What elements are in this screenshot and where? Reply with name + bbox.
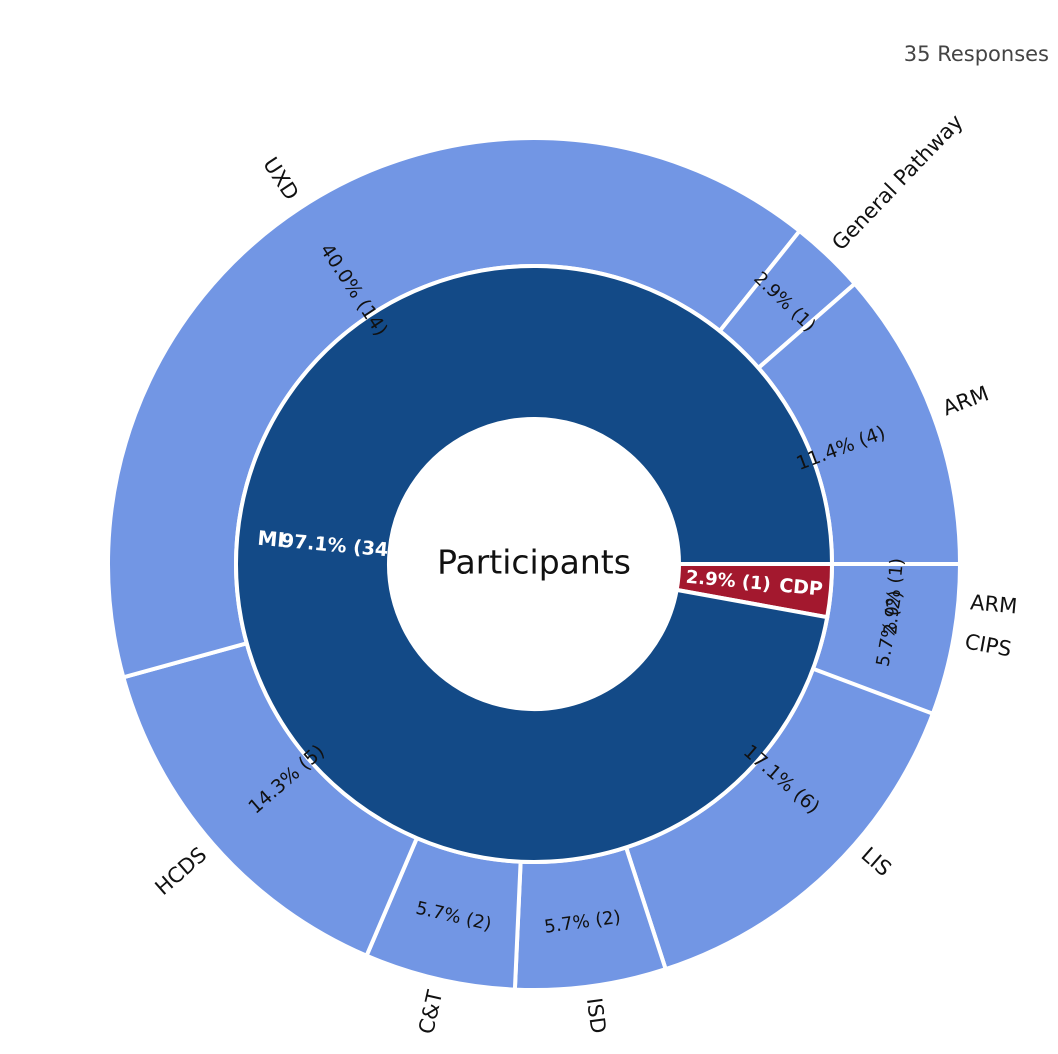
outer-mi-c-t-name-label: C&T	[414, 988, 447, 1036]
center-label: Participants	[437, 543, 631, 582]
inner-mi-slice[interactable]	[234, 264, 835, 864]
outer-mi-hcds-name-label: HCDS	[150, 842, 211, 900]
outer-ring	[106, 136, 963, 992]
outer-mi-lis-name-label: LIS	[857, 842, 896, 881]
inner-ring	[234, 264, 835, 864]
outer-mi-cips-name-label: CIPS	[963, 629, 1013, 661]
outer-cdp-arm-name-label: ARM	[969, 590, 1018, 618]
outer-mi-general-pathway-name-label: General Pathway	[827, 110, 967, 255]
outer-mi-isd-name-label: ISD	[582, 996, 611, 1035]
outer-mi-uxd-name-label: UXD	[258, 153, 303, 205]
inner-cdp-name-label: CDP	[778, 575, 824, 601]
outer-mi-arm-name-label: ARM	[940, 381, 993, 420]
inner-mi-name-label: MI	[257, 526, 286, 552]
responses-count: 35 Responses	[903, 42, 1049, 66]
